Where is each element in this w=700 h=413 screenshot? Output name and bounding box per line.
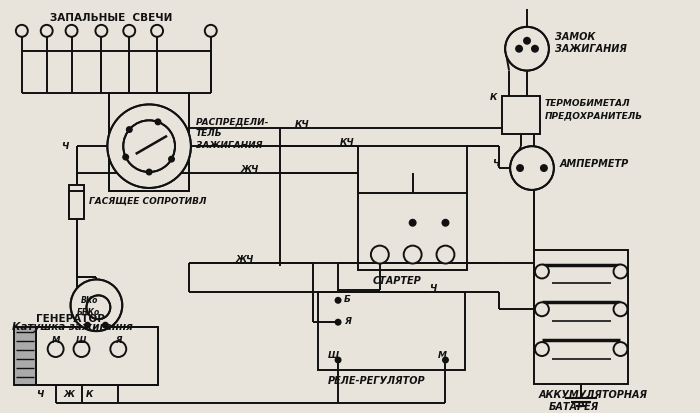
Circle shape [335,297,342,304]
Circle shape [74,341,90,357]
Circle shape [123,26,135,38]
Text: М: М [52,335,60,344]
Text: Ш: Ш [328,350,339,359]
Circle shape [613,342,627,356]
Circle shape [404,246,421,264]
Circle shape [371,246,388,264]
Circle shape [41,26,52,38]
Text: АККУМУЛЯТОРНАЯ: АККУМУЛЯТОРНАЯ [539,389,648,399]
Bar [502,97,540,135]
Text: К: К [85,389,93,398]
Text: Б: Б [344,294,351,304]
Text: ВКо: ВКо [80,296,98,305]
Text: Ч: Ч [36,389,43,398]
Circle shape [151,26,163,38]
Circle shape [335,357,342,363]
Circle shape [335,319,342,326]
Bar [69,185,85,215]
Circle shape [146,169,153,176]
Circle shape [442,357,449,363]
Text: КЧ: КЧ [340,138,355,147]
Circle shape [126,127,133,134]
Circle shape [155,119,162,126]
Circle shape [515,45,523,54]
Text: Ж: Ж [64,389,75,398]
Circle shape [102,322,108,329]
Circle shape [505,28,549,71]
Text: ЗАМОК: ЗАМОК [555,32,595,42]
Text: ЖЧ: ЖЧ [236,254,254,263]
Text: БАТАРЕЯ: БАТАРЕЯ [549,401,599,411]
Text: ГАСЯЩЕЕ СОПРОТИВЛ: ГАСЯЩЕЕ СОПРОТИВЛ [90,197,207,205]
Circle shape [84,322,91,329]
Text: М: М [438,350,447,359]
Text: ТЕЛЬ: ТЕЛЬ [196,129,223,138]
Text: СТАРТЕР: СТАРТЕР [373,276,421,286]
Circle shape [409,219,416,227]
Text: Катушка зажигання: Катушка зажигання [12,321,132,331]
Circle shape [71,280,122,331]
Circle shape [540,165,548,173]
Text: ЗАЖИГАНИЯ: ЗАЖИГАНИЯ [555,44,626,54]
Circle shape [66,26,78,38]
Circle shape [442,219,449,227]
Bar [534,250,629,384]
Bar [318,293,466,370]
Text: КЧ: КЧ [295,120,310,129]
Circle shape [122,154,130,161]
Circle shape [523,38,531,45]
Text: ЗАПАЛЬНЫЕ  СВЕЧИ: ЗАПАЛЬНЫЕ СВЕЧИ [50,13,172,23]
Text: АМПЕРМЕТР: АМПЕРМЕТР [560,159,629,169]
Bar [109,94,189,192]
Text: Ч: Ч [430,284,437,293]
Circle shape [535,265,549,279]
Text: Я: Я [344,316,351,325]
Circle shape [168,156,175,163]
Text: РЕЛЕ-РЕГУЛЯТОР: РЕЛЕ-РЕГУЛЯТОР [328,375,426,385]
Circle shape [205,26,217,38]
Text: ЗАЖИГАНИЯ: ЗАЖИГАНИЯ [196,141,262,150]
Circle shape [613,303,627,316]
Circle shape [95,26,107,38]
Text: ТЕРМОБИМЕТАЛ: ТЕРМОБИМЕТАЛ [545,99,631,108]
Text: Ш: Ш [76,335,87,344]
Text: Ч: Ч [492,159,500,168]
Bar [109,94,189,192]
Circle shape [535,303,549,316]
Bar [69,192,85,219]
Text: Ч: Ч [61,142,68,151]
Circle shape [87,296,111,319]
Bar [36,328,158,385]
Circle shape [535,342,549,356]
Text: БВКо: БВКо [76,308,100,316]
Bar [14,328,36,385]
Circle shape [123,121,175,173]
Text: РАСПРЕДЕЛИ-: РАСПРЕДЕЛИ- [196,117,270,126]
Bar [358,193,468,271]
Circle shape [516,165,524,173]
Circle shape [111,341,126,357]
Circle shape [613,265,627,279]
Circle shape [48,341,64,357]
Text: К: К [490,93,498,102]
Text: ЖЧ: ЖЧ [241,165,259,173]
Circle shape [107,105,191,188]
Text: ПРЕДОХРАНИТЕЛЬ: ПРЕДОХРАНИТЕЛЬ [545,111,643,120]
Bar [36,328,158,385]
Text: ГЕНЕРАТОР: ГЕНЕРАТОР [36,313,104,323]
Circle shape [531,45,539,54]
Circle shape [16,26,28,38]
Text: Я: Я [115,335,122,344]
Circle shape [510,147,554,190]
Circle shape [437,246,454,264]
